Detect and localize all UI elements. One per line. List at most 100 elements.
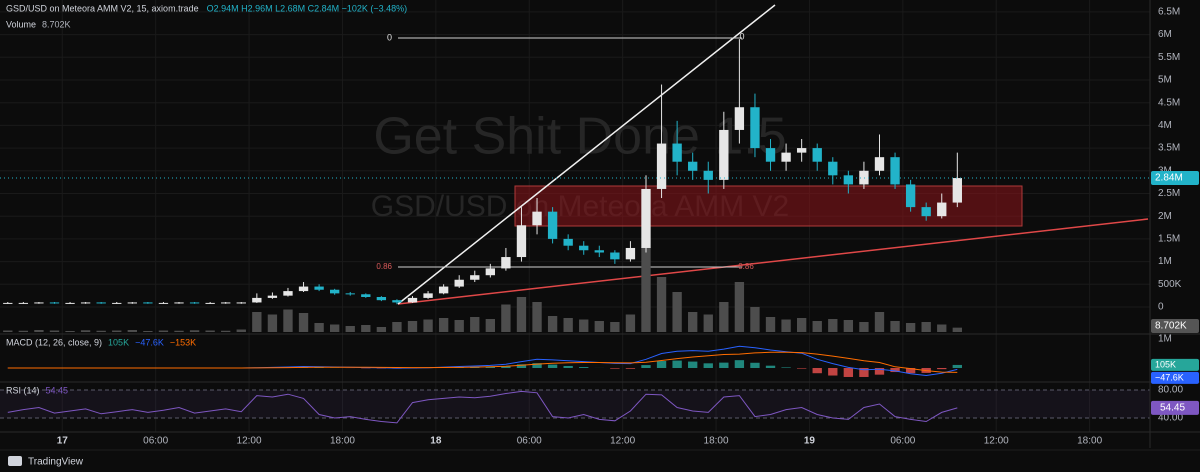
candle-body xyxy=(532,211,542,226)
candle-body xyxy=(843,175,854,185)
candle-body xyxy=(3,302,13,304)
volume-bar xyxy=(189,330,200,332)
volume-bar xyxy=(547,316,558,332)
candle-body xyxy=(656,143,667,189)
x-tick-label: 12:00 xyxy=(237,436,262,447)
volume-bar xyxy=(563,318,573,332)
x-tick-label: 06:00 xyxy=(143,436,168,447)
candle-body xyxy=(579,245,589,251)
volume-bar xyxy=(532,302,542,332)
candle-body xyxy=(189,302,200,304)
volume-bar xyxy=(34,330,44,332)
candle-body xyxy=(112,302,122,304)
y-tick-label: 0 xyxy=(1158,302,1164,313)
candle-body xyxy=(874,157,885,171)
macd-histogram-bar xyxy=(765,365,776,368)
volume-bar xyxy=(781,319,791,332)
volume-bar xyxy=(174,330,184,332)
candle-body xyxy=(765,148,776,162)
trend-line-red xyxy=(397,218,1149,305)
macd-histogram-bar xyxy=(719,362,729,368)
volume-bar xyxy=(49,330,60,332)
candle-body xyxy=(423,293,433,298)
volume-bar xyxy=(470,317,480,332)
volume-bar xyxy=(843,320,854,332)
candle-body xyxy=(921,207,931,217)
candle-body xyxy=(96,302,106,304)
candle-body xyxy=(65,302,75,304)
volume-bar xyxy=(143,331,153,332)
macd-histogram-bar xyxy=(703,363,713,368)
volume-bar xyxy=(345,326,355,332)
macd-line xyxy=(7,351,958,373)
macd-histogram-bar xyxy=(734,360,745,368)
macd-histogram-bar xyxy=(937,367,947,370)
candle-body xyxy=(859,170,869,185)
volume-bar xyxy=(485,319,496,332)
y-tick-label: 1M xyxy=(1158,334,1172,345)
y-tick-label: 5.5M xyxy=(1158,52,1180,63)
last-price-tag xyxy=(1151,171,1199,186)
candle-body xyxy=(796,148,807,153)
x-tick-label: 18:00 xyxy=(1077,436,1102,447)
candle-body xyxy=(641,188,651,248)
candle-body xyxy=(781,152,791,162)
volume-bar xyxy=(438,318,449,332)
macd-tag-label: 105K xyxy=(1155,359,1176,369)
candle-body xyxy=(734,107,745,130)
brand-name: TradingView xyxy=(28,457,84,468)
volume-bar xyxy=(330,324,340,332)
fib-label: 0 xyxy=(387,32,392,42)
rsi-title: RSI (14) xyxy=(6,385,40,395)
candle-body xyxy=(143,302,153,304)
volume-bar xyxy=(656,277,667,332)
x-tick-label: 18:00 xyxy=(330,436,355,447)
x-tick-label: 12:00 xyxy=(610,436,635,447)
macd-legend-value: 105K xyxy=(108,337,129,347)
ohlc-legend: O2.94M H2.96M L2.68M C2.84M −102K (−3.48… xyxy=(207,3,408,13)
volume-bar xyxy=(516,297,527,332)
volume-bar xyxy=(828,319,838,332)
candle-body xyxy=(18,302,29,304)
volume-bar xyxy=(407,321,418,332)
y-tick-label: 2M xyxy=(1158,211,1172,222)
fib-label: 0 xyxy=(739,31,744,41)
candle-body xyxy=(672,143,682,162)
brand-logo xyxy=(8,456,22,466)
macd-histogram-bar xyxy=(905,367,916,374)
volume-bar xyxy=(392,322,402,332)
macd-histogram-bar xyxy=(781,367,791,368)
volume-bar xyxy=(314,323,324,332)
volume-legend-value: 8.702K xyxy=(42,19,71,29)
x-tick-label: 18 xyxy=(430,436,442,447)
candle-body xyxy=(158,302,169,304)
macd-histogram-bar xyxy=(874,367,885,375)
macd-histogram-bar xyxy=(516,364,527,368)
volume-bar xyxy=(734,282,745,332)
candle-body xyxy=(750,107,760,149)
volume-bar xyxy=(890,321,900,332)
volume-bar xyxy=(796,318,807,332)
volume-bar xyxy=(905,323,916,332)
fib-label: 0.86 xyxy=(376,262,392,271)
candle-body xyxy=(376,296,387,301)
volume-bar xyxy=(703,314,713,332)
macd-histogram-bar xyxy=(625,367,636,369)
volume-bar xyxy=(376,327,387,332)
volume-legend-name: Volume xyxy=(6,19,36,29)
y-tick-label: 4M xyxy=(1158,120,1172,131)
candle-body xyxy=(314,286,324,290)
candle-body xyxy=(563,238,573,246)
macd-histogram-bar xyxy=(812,367,822,374)
y-tick-label: 3.5M xyxy=(1158,143,1180,154)
watermark-title: Get Shit Done 1.5 xyxy=(373,108,786,166)
volume-bar xyxy=(921,322,931,332)
candle-body xyxy=(236,302,246,304)
volume-bar xyxy=(361,325,371,332)
candle-body xyxy=(828,161,838,176)
volume-bar xyxy=(112,330,122,332)
macd-histogram-bar xyxy=(672,360,682,368)
volume-bar xyxy=(750,307,760,332)
rsi-band xyxy=(0,389,1150,418)
